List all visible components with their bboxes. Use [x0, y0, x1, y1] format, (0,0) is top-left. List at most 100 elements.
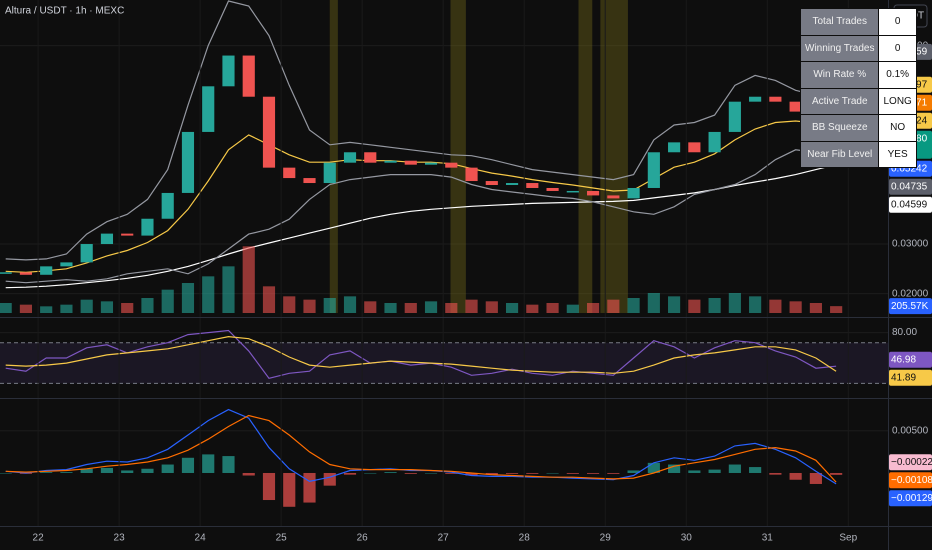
histogram-bar	[485, 472, 498, 475]
plot-area	[0, 0, 888, 526]
y-tick-label: 0.02000	[892, 288, 929, 299]
price-label-box	[889, 472, 932, 489]
volume-bar	[141, 298, 154, 313]
histogram-bar	[364, 472, 377, 474]
candle	[121, 233, 134, 236]
price-label-box	[889, 298, 932, 315]
series-line	[5, 149, 837, 284]
y-tick-label: 0.00500	[892, 425, 929, 436]
histogram-bar	[587, 472, 600, 474]
volume-bar	[587, 303, 600, 313]
series-line	[5, 0, 837, 261]
x-tick-label: 30	[681, 533, 693, 544]
histogram-bar	[809, 472, 822, 484]
histogram-bar	[404, 472, 417, 474]
volume-bar	[181, 283, 195, 313]
stats-value: 0.1%	[878, 61, 917, 89]
histogram-bar	[424, 472, 438, 474]
volume-bar	[242, 246, 255, 313]
stats-key: Win Rate %	[799, 61, 880, 89]
volume-bar	[40, 306, 53, 313]
stats-row: Active Trade LONG	[799, 87, 917, 115]
price-label: 46.98	[891, 354, 916, 365]
volume-bar	[0, 303, 12, 313]
x-tick-label: 22	[33, 533, 45, 544]
histogram-bar	[121, 470, 134, 473]
stats-key: Winning Trades	[799, 34, 880, 62]
price-label-box	[889, 178, 932, 195]
stats-key: BB Squeeze	[799, 114, 880, 142]
candle	[566, 190, 579, 193]
y-tick-label: 80.00	[892, 327, 917, 338]
price-label-box	[889, 369, 932, 386]
series-line	[5, 164, 837, 289]
x-tick-label: 25	[276, 533, 288, 544]
candle	[465, 167, 478, 182]
candle	[222, 55, 235, 87]
candle	[323, 162, 336, 184]
volume-bar	[384, 303, 397, 313]
price-label-box	[889, 196, 932, 213]
candle	[647, 152, 660, 188]
histogram-bar	[526, 472, 539, 474]
candle	[505, 183, 519, 186]
price-label: 205.57K	[891, 301, 929, 312]
volume-bar	[80, 299, 93, 313]
candle	[141, 218, 154, 236]
volume-bar	[830, 306, 843, 313]
volume-bar	[749, 296, 762, 313]
y-tick-label: 0.03000	[892, 239, 929, 250]
histogram-bar	[607, 472, 620, 474]
price-label: 41.89	[891, 372, 916, 383]
volume-bar	[303, 299, 316, 313]
volume-bar	[343, 296, 357, 313]
volume-bar	[688, 299, 701, 313]
candle	[627, 187, 640, 199]
histogram-bar	[627, 470, 640, 473]
stats-value: 0	[878, 8, 917, 36]
series-line	[5, 120, 837, 273]
candle	[688, 142, 701, 153]
histogram-bar	[647, 462, 660, 473]
volume-bar	[202, 276, 215, 313]
histogram-bar	[242, 472, 255, 476]
histogram-bar	[769, 472, 782, 475]
x-tick-label: 23	[114, 533, 126, 544]
candle	[100, 233, 114, 245]
histogram-bar	[161, 464, 174, 473]
stats-value: LONG	[878, 87, 917, 115]
candle	[60, 262, 73, 267]
stats-row: BB Squeeze NO	[799, 114, 917, 142]
stats-value: 0	[878, 34, 917, 62]
x-tick-label: 27	[438, 533, 450, 544]
stats-row: Total Trades 0	[799, 8, 917, 36]
histogram-bar	[708, 469, 721, 473]
candle	[262, 96, 276, 168]
candle	[384, 160, 397, 163]
candle	[485, 181, 498, 186]
volume-bar	[222, 266, 235, 313]
candle	[668, 142, 681, 153]
stats-row: Near Fib Level YES	[799, 140, 917, 168]
candle	[769, 96, 782, 102]
histogram-bar	[303, 472, 316, 503]
price-label: −0.00108	[891, 475, 932, 486]
histogram-bar	[668, 464, 681, 473]
volume-bar	[546, 303, 559, 313]
histogram-bar	[262, 472, 276, 501]
stats-row: Winning Trades 0	[799, 34, 917, 62]
histogram-bar	[222, 456, 235, 473]
candle	[181, 131, 195, 193]
stats-value: NO	[878, 114, 917, 142]
highlight-band	[450, 0, 466, 313]
candle	[749, 96, 762, 102]
volume-bar	[121, 303, 134, 313]
candle	[161, 192, 174, 219]
volume-bar	[526, 304, 539, 313]
histogram-bar	[0, 472, 12, 474]
series-line	[5, 414, 837, 483]
histogram-bar	[100, 467, 114, 473]
